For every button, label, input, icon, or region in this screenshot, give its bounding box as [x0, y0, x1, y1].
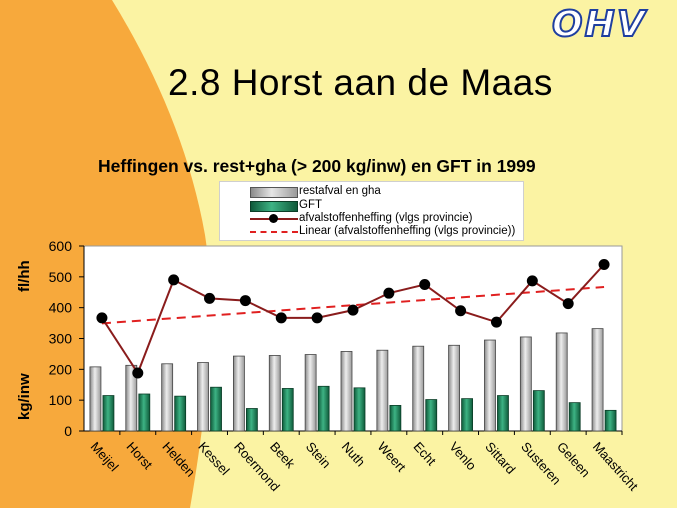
bar-gft — [461, 398, 474, 432]
x-tick-label: Nuth — [339, 439, 369, 469]
ohv-logo: OHV — [551, 3, 647, 46]
x-tick-label: Stein — [303, 439, 334, 471]
bar-gft — [210, 386, 222, 432]
bar-restafval — [125, 364, 138, 432]
x-tick-label: Echt — [411, 439, 440, 469]
heffing-marker — [132, 367, 144, 379]
heffing-marker — [562, 298, 574, 310]
bar-restafval — [448, 344, 461, 432]
legend-swatch-dashed-line — [250, 231, 298, 233]
bar-restafval — [197, 362, 209, 432]
chart-title: Heffingen vs. rest+gha (> 200 kg/inw) en… — [98, 156, 536, 176]
bar-restafval — [519, 336, 532, 432]
x-tick-label: Horst — [124, 439, 156, 472]
x-tick-label: Venlo — [446, 439, 479, 473]
bar-gft — [389, 405, 402, 432]
heffing-marker — [168, 274, 180, 286]
legend-item-linear: Linear (afvalstoffenheffing (vlgs provin… — [220, 225, 523, 239]
bar-restafval — [161, 363, 174, 432]
chart-legend: restafval en gha GFT afvalstoffenheffing… — [219, 181, 524, 241]
x-tick-label: Beek — [267, 439, 298, 471]
y-tick-label: 200 — [49, 361, 73, 377]
bar-gft — [497, 395, 509, 432]
legend-item-gft: GFT — [220, 199, 523, 213]
x-tick-label: Kessel — [195, 439, 232, 478]
bar-restafval — [232, 355, 245, 432]
heffing-marker — [526, 275, 538, 287]
x-tick-label: Maastricht — [590, 439, 642, 494]
legend-label: restafval en gha — [299, 185, 381, 197]
legend-label: afvalstoffenheffing (vlgs provincie) — [299, 212, 473, 224]
legend-item-heffing: afvalstoffenheffing (vlgs provincie) — [220, 212, 523, 226]
heffing-marker — [455, 305, 467, 317]
x-tick-label: Meijel — [88, 439, 122, 474]
bar-gft — [317, 385, 330, 432]
bar-gft — [245, 408, 258, 432]
bar-gft — [138, 393, 151, 432]
legend-swatch-marker — [269, 214, 278, 223]
bar-restafval — [89, 366, 102, 432]
x-tick-label: Sittard — [482, 439, 518, 477]
bar-gft — [353, 387, 366, 432]
heffing-marker — [275, 312, 287, 324]
bar-restafval — [412, 345, 425, 432]
trend-line — [101, 286, 605, 325]
y-tick-label: 100 — [49, 392, 73, 408]
bar-restafval — [555, 332, 568, 432]
heffing-marker — [383, 287, 395, 299]
bar-restafval — [304, 354, 317, 432]
bar-gft — [532, 390, 545, 432]
bar-gft — [102, 395, 115, 432]
bar-gft — [425, 399, 438, 432]
y-tick-label: 500 — [49, 269, 73, 285]
bar-gft — [604, 409, 617, 432]
heffing-marker — [347, 304, 359, 316]
bar-gft — [281, 388, 294, 432]
heffing-marker — [239, 295, 251, 307]
slide-title: 2.8 Horst aan de Maas — [168, 62, 553, 103]
y-tick-label: 600 — [49, 238, 73, 254]
legend-item-restafval: restafval en gha — [220, 185, 523, 199]
heffing-marker — [490, 316, 502, 328]
legend-swatch-grey-bar — [250, 187, 298, 198]
legend-label: Linear (afvalstoffenheffing (vlgs provin… — [299, 225, 516, 237]
bar-restafval — [484, 339, 496, 432]
x-tick-label: Helden — [159, 439, 198, 480]
bar-gft — [568, 402, 581, 432]
heffing-marker — [204, 292, 216, 304]
bar-restafval — [340, 351, 353, 432]
bar-restafval — [268, 355, 281, 432]
legend-label: GFT — [299, 199, 322, 211]
heffing-marker — [96, 312, 108, 324]
bar-restafval — [591, 328, 604, 432]
y-tick-label: 300 — [49, 331, 73, 347]
heffing-marker — [311, 312, 323, 324]
heffing-marker — [598, 259, 610, 270]
y-tick-label: 0 — [64, 423, 72, 439]
bar-restafval — [376, 349, 389, 432]
y-tick-label: 400 — [49, 300, 73, 316]
bar-gft — [174, 395, 187, 432]
legend-swatch-green-bar — [250, 201, 298, 212]
heffing-marker — [419, 279, 431, 291]
x-tick-label: Weert — [375, 439, 409, 475]
